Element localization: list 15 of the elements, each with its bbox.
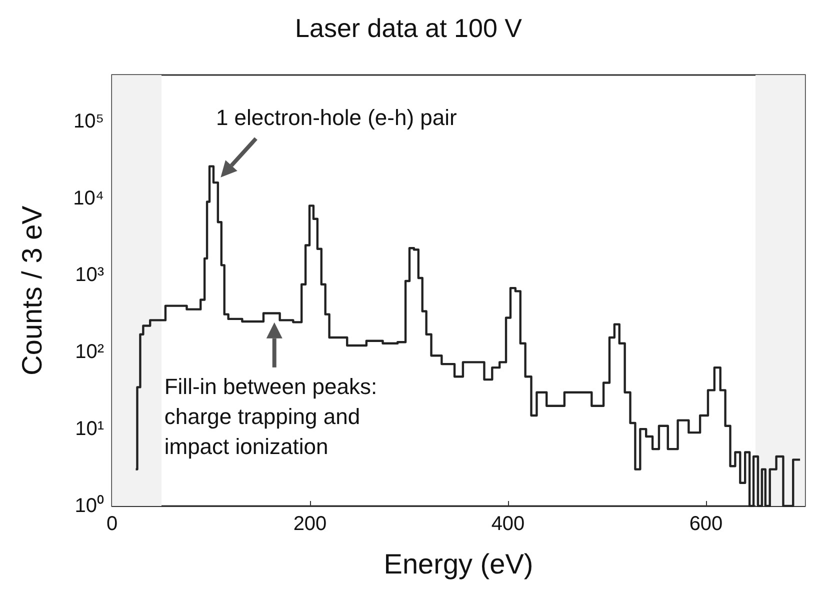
y-tick-label: 10³ bbox=[75, 264, 104, 286]
x-tick-label: 200 bbox=[293, 513, 327, 535]
x-tick-label: 0 bbox=[106, 513, 118, 535]
y-axis-title: Counts / 3 eV bbox=[16, 205, 48, 376]
chart-title: Laser data at 100 V bbox=[295, 13, 523, 43]
y-tick-label: 10⁰ bbox=[74, 494, 104, 517]
y-tick-label: 10² bbox=[75, 341, 104, 364]
annotation: 1 electron-hole (e-h) pair bbox=[216, 105, 457, 130]
x-tick-label: 600 bbox=[689, 513, 723, 535]
y-tick-label: 10⁵ bbox=[73, 110, 104, 132]
y-tick-label: 10⁴ bbox=[73, 187, 104, 210]
x-tick-label: 400 bbox=[491, 513, 525, 535]
annotation: Fill-in between peaks: charge trapping and impact ionization bbox=[164, 374, 378, 459]
x-axis-title: Energy (eV) bbox=[384, 548, 534, 580]
y-tick-label: 10¹ bbox=[75, 418, 104, 440]
